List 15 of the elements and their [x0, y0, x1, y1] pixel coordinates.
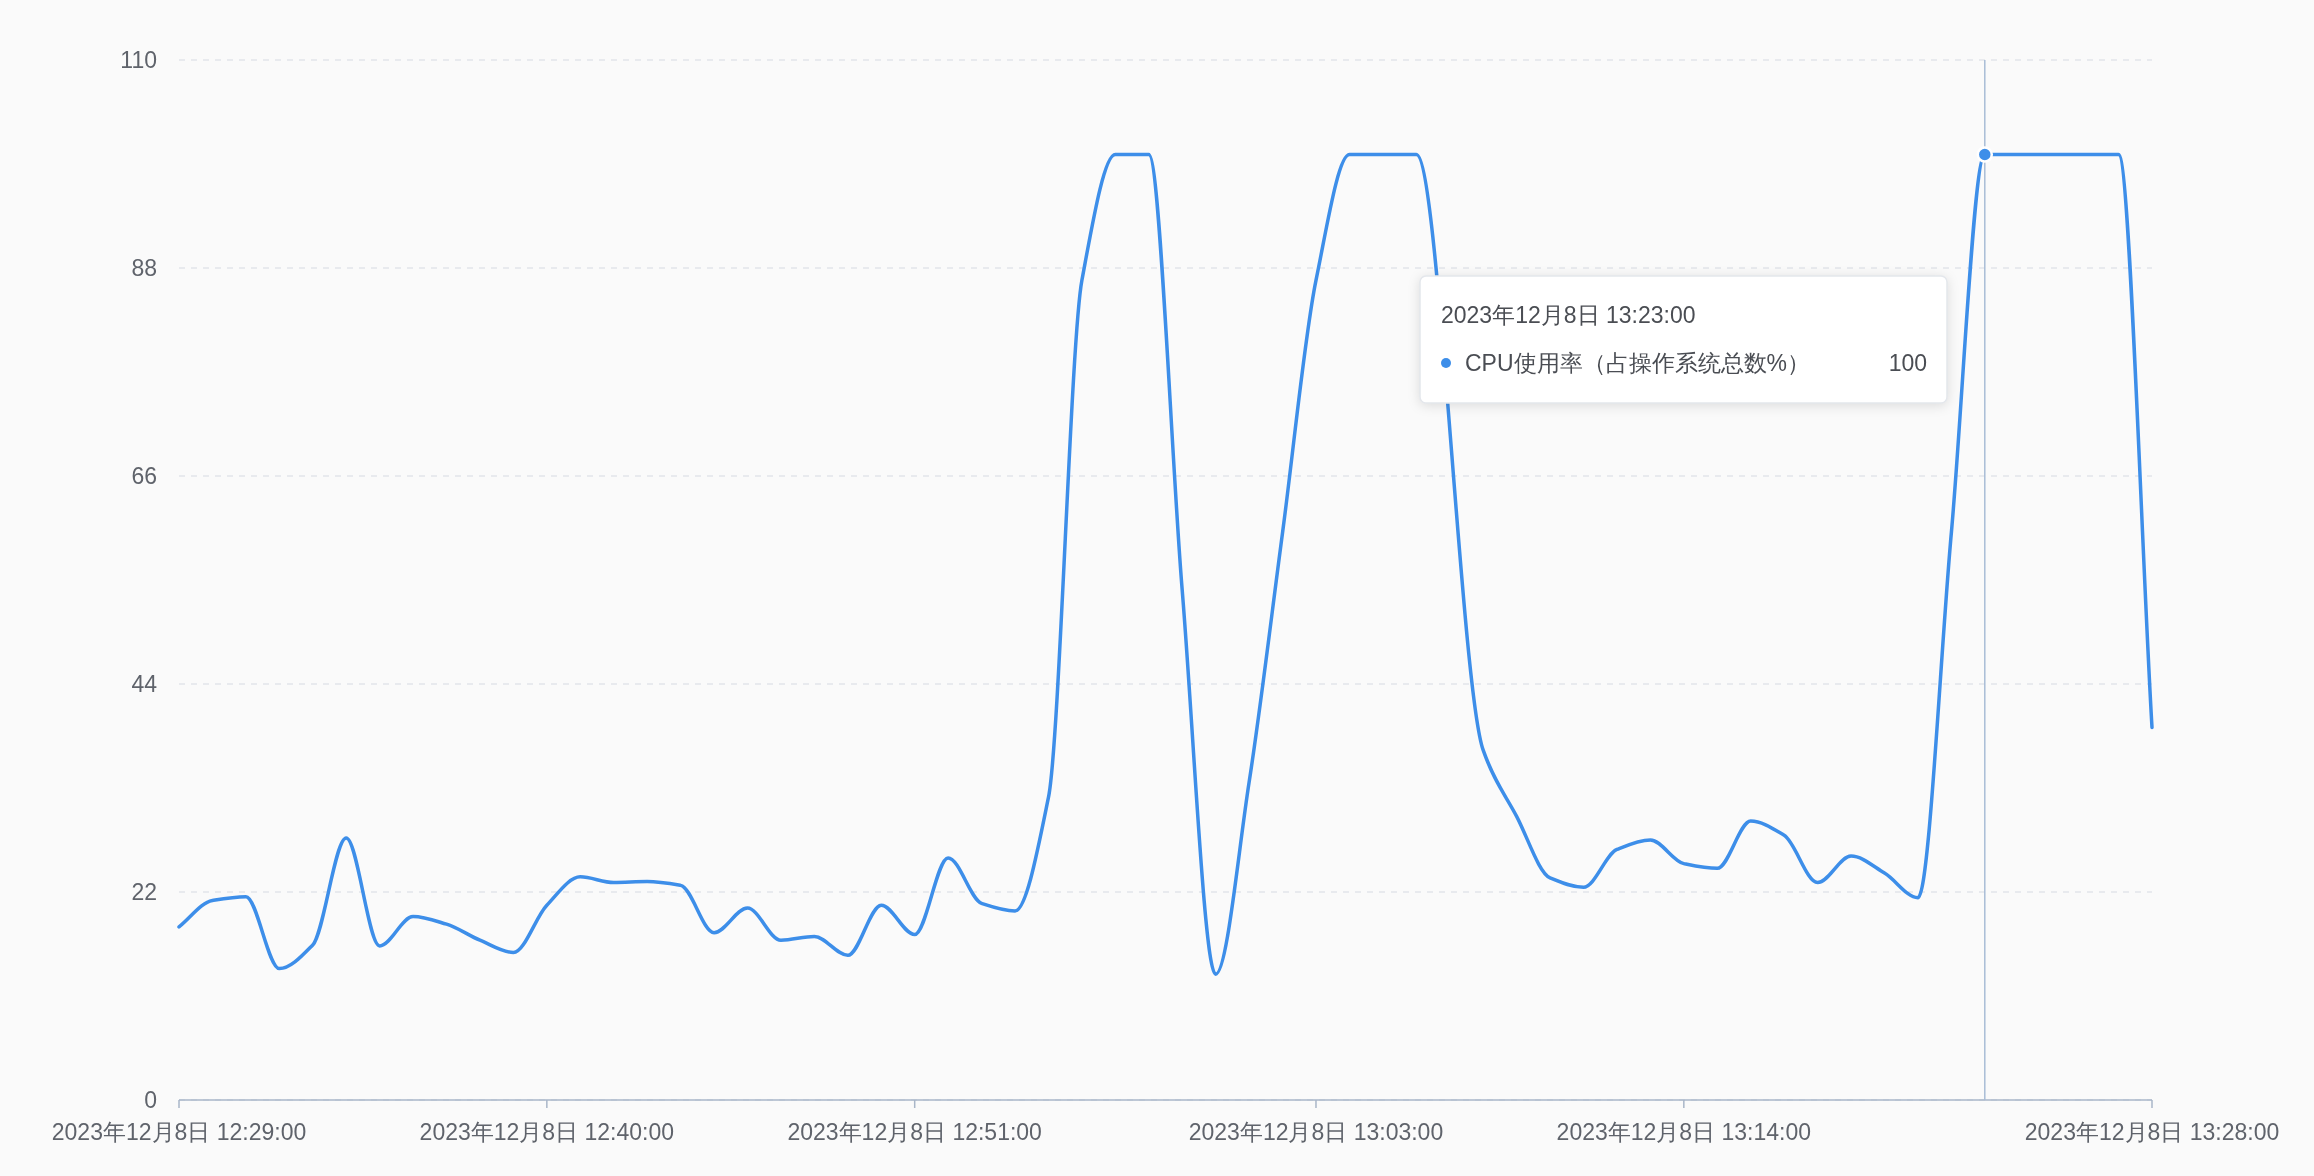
y-tick-label: 88: [131, 255, 157, 281]
y-tick-label: 44: [131, 671, 158, 697]
legend-label: CPU使用率（占操作系统总数%）: [1465, 350, 1811, 376]
x-tick-label: 2023年12月8日 13:14:00: [1556, 1119, 1812, 1145]
y-tick-label: 66: [131, 463, 157, 489]
y-tick-label: 0: [144, 1087, 157, 1113]
y-tick-label: 110: [120, 47, 157, 73]
x-tick-label: 2023年12月8日 13:28:00: [2024, 1119, 2280, 1145]
annotation: 100: [1888, 350, 1927, 376]
x-tick-label: 2023年12月8日 13:03:00: [1188, 1119, 1444, 1145]
x-tick-label: 2023年12月8日 12:40:00: [419, 1119, 675, 1145]
x-tick-label: 2023年12月8日 12:51:00: [787, 1119, 1042, 1145]
y-tick-label: 22: [131, 879, 157, 905]
x-tick-label: 2023年12月8日 12:29:00: [51, 1119, 307, 1145]
annotation: 2023年12月8日 13:23:00: [1441, 302, 1696, 328]
